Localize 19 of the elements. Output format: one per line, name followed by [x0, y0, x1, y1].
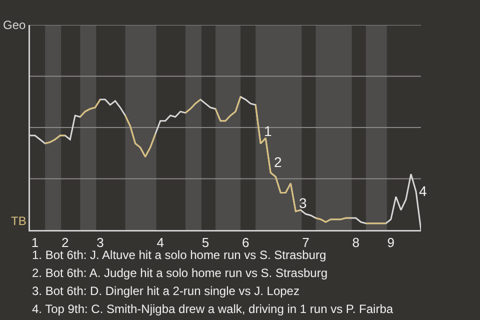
- text: 3. Bot 6th: D. Dingler hit a 2-run single vs J. Lopez: [32, 284, 300, 298]
- annotation: 4: [419, 183, 427, 199]
- x-tick-label: 2: [61, 235, 69, 250]
- x-tick-label: 6: [242, 235, 250, 250]
- x-tick-label: 1: [31, 235, 39, 250]
- annotation: 1: [264, 123, 272, 139]
- text: 2. Bot 6th: A. Judge hit a solo home run vs S. Strasburg: [32, 266, 328, 280]
- x-tick-label: 3: [96, 235, 104, 250]
- text: Geo: [3, 18, 26, 32]
- x-tick-label: 7: [302, 235, 310, 250]
- x-tick-label: 4: [156, 235, 164, 250]
- x-tick-label: 9: [387, 235, 395, 250]
- text: 1. Bot 6th: J. Altuve hit a solo home run vs S. Strasburg: [32, 248, 326, 262]
- text: TB: [11, 214, 26, 228]
- x-tick-label: 8: [352, 235, 360, 250]
- annotation: 3: [299, 195, 307, 211]
- x-tick-label: 5: [202, 235, 210, 250]
- annotation: 2: [274, 154, 282, 170]
- text: 4. Top 9th: C. Smith-Njigba drew a walk, driving in 1 run vs P. Fairba: [32, 302, 394, 316]
